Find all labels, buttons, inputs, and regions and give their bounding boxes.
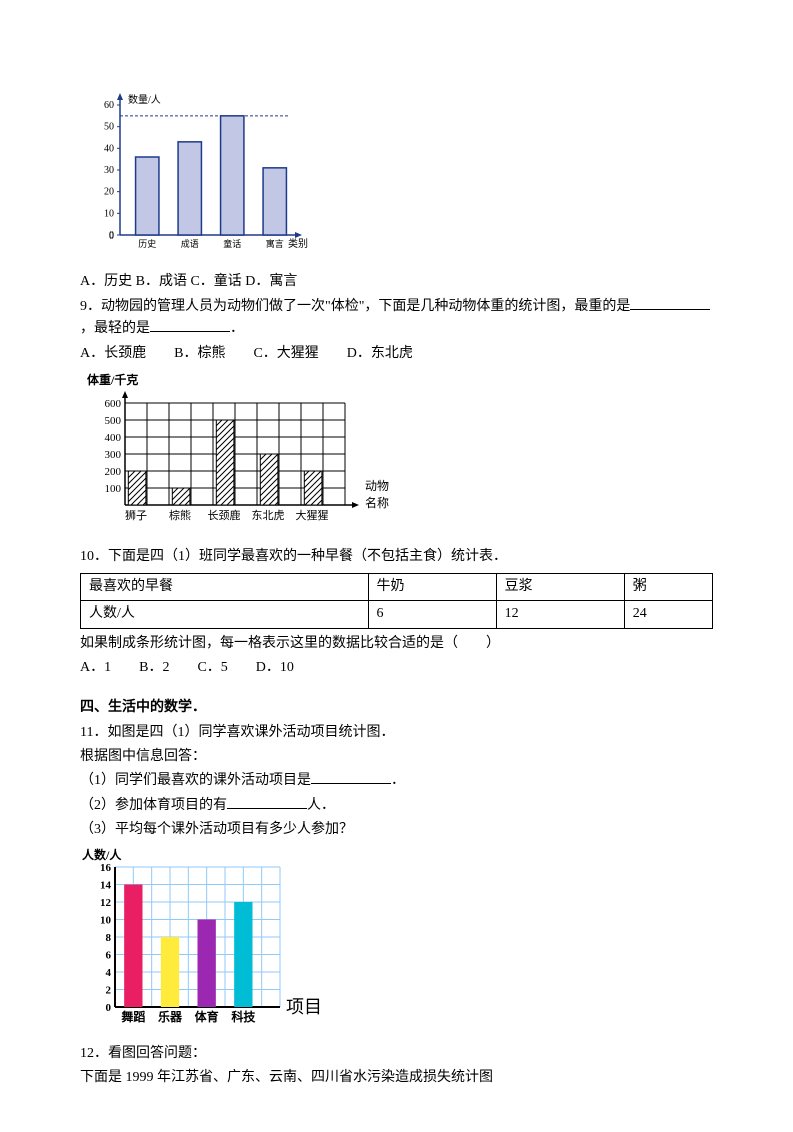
svg-text:大猩猩: 大猩猩 bbox=[296, 508, 329, 522]
svg-text:0: 0 bbox=[106, 1002, 112, 1014]
chart1-svg: 0102030405060历史成语童话寓言数量/人类别0 bbox=[80, 85, 310, 255]
q9-options: A．长颈鹿 B．棕熊 C．大猩猩 D．东北虎 bbox=[80, 343, 713, 365]
svg-text:2: 2 bbox=[106, 984, 112, 996]
svg-text:4: 4 bbox=[106, 967, 112, 979]
q12-text: 12．看图回答问题： bbox=[80, 1043, 713, 1065]
svg-text:长颈鹿: 长颈鹿 bbox=[208, 508, 241, 522]
svg-text:体重/千克: 体重/千克 bbox=[87, 372, 138, 387]
svg-text:10: 10 bbox=[100, 914, 112, 926]
q11-blank2[interactable] bbox=[227, 808, 307, 809]
table-data-row: 人数/人 6 12 24 bbox=[81, 601, 713, 628]
svg-text:400: 400 bbox=[105, 432, 122, 444]
svg-text:历史: 历史 bbox=[138, 238, 156, 249]
q9-part3: ． bbox=[230, 321, 244, 336]
svg-text:14: 14 bbox=[100, 879, 112, 891]
chart-animal-weight: 体重/千克 100 200 300 400 500 600 狮子 棕熊 长颈鹿东北虎大猩猩 动物名称 bbox=[80, 370, 713, 538]
svg-text:40: 40 bbox=[104, 143, 114, 154]
q10-text: 10．下面是四（1）班同学最喜欢的一种早餐（不包括主食）统计表． bbox=[80, 546, 713, 568]
chart-book-categories: 0102030405060历史成语童话寓言数量/人类别0 bbox=[80, 85, 713, 263]
svg-text:舞蹈: 舞蹈 bbox=[120, 1009, 145, 1024]
q9-blank2[interactable] bbox=[150, 331, 230, 332]
h1: 牛奶 bbox=[368, 573, 496, 600]
q9-text: 9．动物园的管理人员为动物们做了一次"体检"，下面是几种动物体重的统计图，最重的… bbox=[80, 296, 713, 341]
breakfast-table: 最喜欢的早餐 牛奶 豆浆 粥 人数/人 6 12 24 bbox=[80, 573, 713, 629]
svg-text:16: 16 bbox=[100, 862, 112, 874]
r2: 12 bbox=[496, 601, 624, 628]
svg-text:0: 0 bbox=[109, 231, 114, 242]
svg-text:30: 30 bbox=[104, 165, 114, 176]
chart2-svg: 体重/千克 100 200 300 400 500 600 狮子 棕熊 长颈鹿东北虎大猩猩 动物名称 bbox=[80, 370, 440, 530]
svg-text:东北虎: 东北虎 bbox=[252, 509, 285, 522]
table-header-row: 最喜欢的早餐 牛奶 豆浆 粥 bbox=[81, 573, 713, 600]
r1: 6 bbox=[368, 601, 496, 628]
svg-text:数量/人: 数量/人 bbox=[128, 93, 161, 106]
svg-text:寓言: 寓言 bbox=[266, 238, 284, 249]
svg-text:狮子: 狮子 bbox=[125, 509, 147, 522]
q9-blank1[interactable] bbox=[630, 309, 710, 310]
q11-sub2-end: 人． bbox=[307, 798, 335, 813]
q11-sub2-line: （2）参加体育项目的有 人． bbox=[80, 795, 713, 817]
chart3-svg: 人数/人 0 2 4 6 8 10 12 14 16 舞蹈乐器体育科技 项目 bbox=[80, 847, 340, 1027]
q11-sub1-line: （1）同学们最喜欢的课外活动项目是 ． bbox=[80, 770, 713, 792]
q9-part1: 9．动物园的管理人员为动物们做了一次"体检"，下面是几种动物体重的统计图，最重的… bbox=[80, 299, 630, 314]
q10-text2: 如果制成条形统计图，每一格表示这里的数据比较合适的是（ ） bbox=[80, 633, 713, 655]
svg-text:300: 300 bbox=[105, 449, 122, 461]
q11-text: 11．如图是四（1）同学喜欢课外活动项目统计图． bbox=[80, 722, 713, 744]
svg-text:项目: 项目 bbox=[286, 997, 322, 1017]
svg-text:60: 60 bbox=[104, 100, 114, 111]
svg-text:动物: 动物 bbox=[365, 479, 389, 493]
svg-text:600: 600 bbox=[105, 398, 122, 410]
q11-blank1[interactable] bbox=[311, 783, 391, 784]
svg-text:成语: 成语 bbox=[181, 238, 199, 249]
q8-options: A．历史 B．成语 C．童话 D．寓言 bbox=[80, 271, 713, 293]
svg-text:200: 200 bbox=[105, 466, 122, 478]
q10-options: A．1 B．2 C．5 D．10 bbox=[80, 657, 713, 679]
q11-sub1-end: ． bbox=[391, 773, 405, 788]
q11-sub1: （1）同学们最喜欢的课外活动项目是 bbox=[80, 773, 311, 788]
h0: 最喜欢的早餐 bbox=[81, 573, 369, 600]
q9-part2: ，最轻的是 bbox=[80, 321, 150, 336]
q11-sub0: 根据图中信息回答： bbox=[80, 746, 713, 768]
svg-text:100: 100 bbox=[105, 483, 122, 495]
svg-text:12: 12 bbox=[100, 897, 112, 909]
r0: 人数/人 bbox=[81, 601, 369, 628]
svg-text:人数/人: 人数/人 bbox=[82, 847, 122, 862]
svg-text:乐器: 乐器 bbox=[158, 1009, 183, 1024]
svg-text:名称: 名称 bbox=[365, 495, 389, 510]
svg-text:10: 10 bbox=[104, 208, 114, 219]
svg-text:6: 6 bbox=[106, 949, 112, 961]
svg-text:8: 8 bbox=[106, 932, 112, 944]
q11-sub3: （3）平均每个课外活动项目有多少人参加？ bbox=[80, 819, 713, 841]
svg-text:体育: 体育 bbox=[195, 1009, 219, 1024]
q12-sub: 下面是 1999 年江苏省、广东、云南、四川省水污染造成损失统计图 bbox=[80, 1067, 713, 1089]
h3: 粥 bbox=[624, 573, 712, 600]
h2: 豆浆 bbox=[496, 573, 624, 600]
svg-text:童话: 童话 bbox=[223, 238, 241, 249]
chart-activities: 人数/人 0 2 4 6 8 10 12 14 16 舞蹈乐器体育科技 项目 bbox=[80, 847, 713, 1035]
section4-title: 四、生活中的数学． bbox=[80, 697, 713, 719]
svg-text:棕熊: 棕熊 bbox=[169, 508, 191, 522]
svg-text:科技: 科技 bbox=[231, 1009, 256, 1024]
svg-text:20: 20 bbox=[104, 187, 114, 198]
svg-text:50: 50 bbox=[104, 122, 114, 133]
svg-text:类别: 类别 bbox=[288, 237, 308, 250]
r3: 24 bbox=[624, 601, 712, 628]
q11-sub2: （2）参加体育项目的有 bbox=[80, 798, 227, 813]
svg-text:500: 500 bbox=[105, 415, 122, 427]
